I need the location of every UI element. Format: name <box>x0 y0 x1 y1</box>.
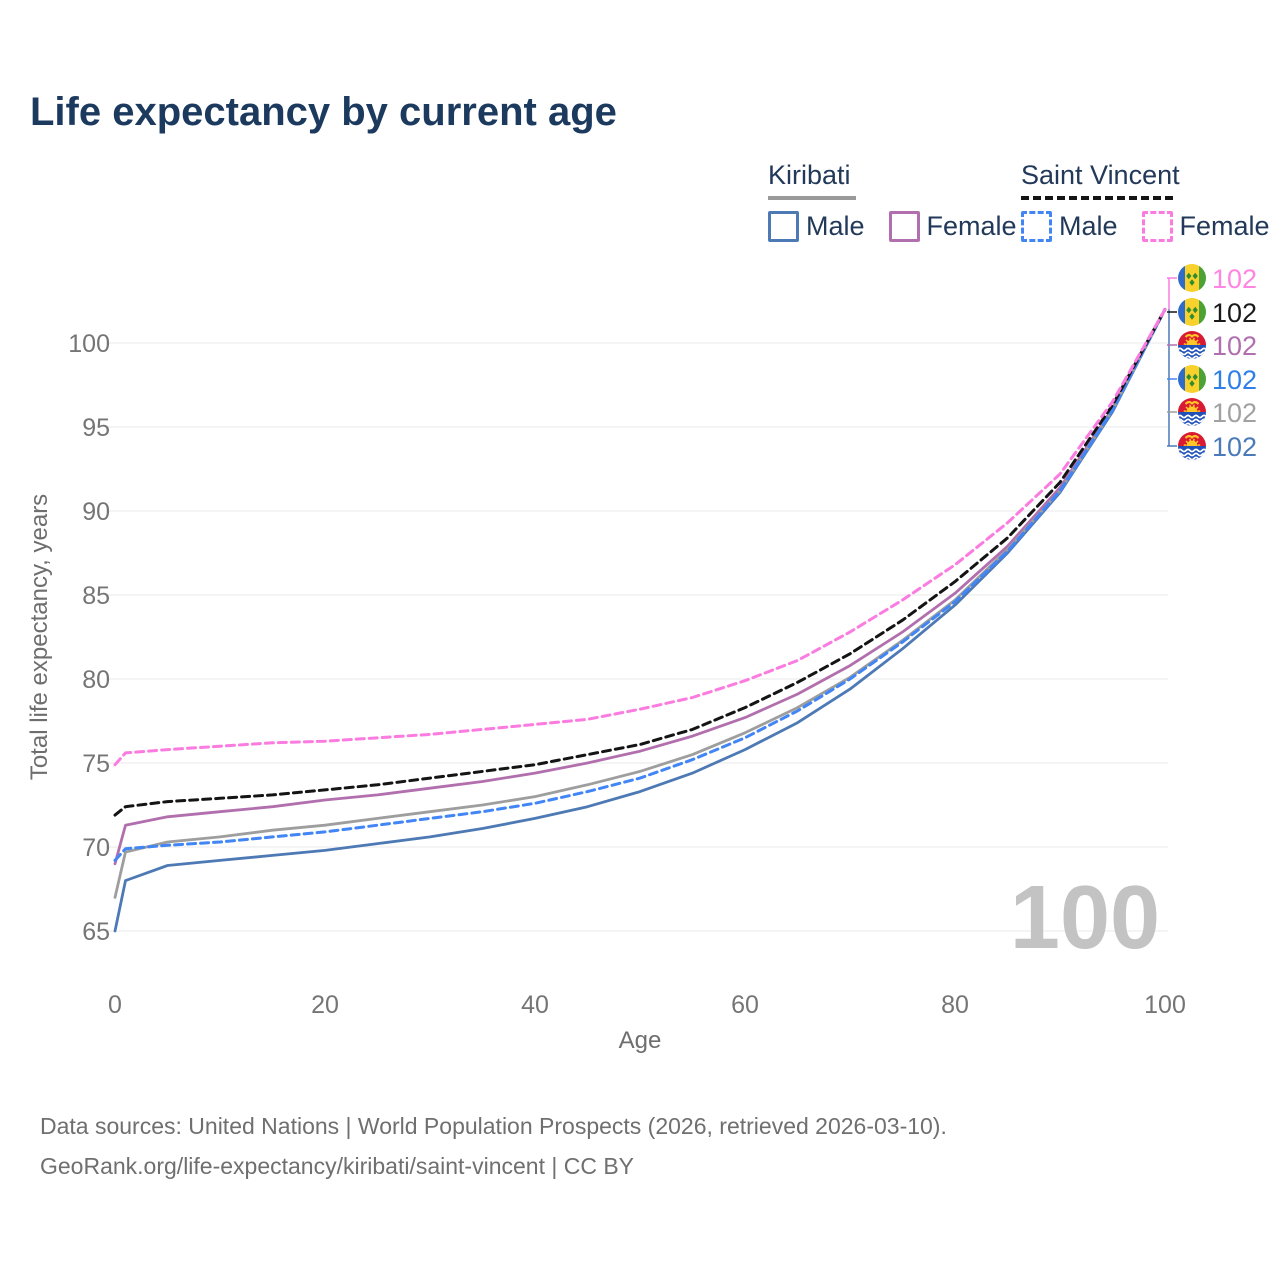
series-line-kiribati-male[interactable] <box>113 308 1167 933</box>
legend-swatch-kiribati-male[interactable] <box>768 211 799 242</box>
end-label-saint-vincent-male: 102 <box>1212 365 1257 395</box>
x-tick-label-20: 20 <box>311 991 339 1019</box>
end-label-kiribati-total: 102 <box>1212 398 1257 428</box>
end-label-saint-vincent-female: 102 <box>1212 264 1257 294</box>
x-tick-label-60: 60 <box>731 991 759 1019</box>
series-line-saint-vincent-female[interactable] <box>113 307 1167 767</box>
series-line-kiribati-female[interactable] <box>113 308 1167 866</box>
y-tick-label-90: 90 <box>82 498 110 526</box>
x-tick-label-80: 80 <box>941 991 969 1019</box>
legend-swatch-saint-vincent-male[interactable] <box>1021 211 1052 242</box>
x-tick-label-40: 40 <box>521 991 549 1019</box>
legend-group-kiribati: Kiribati Male Female <box>768 160 1041 242</box>
end-label-kiribati-male: 102 <box>1212 432 1257 462</box>
y-tick-label-65: 65 <box>82 918 110 946</box>
x-tick-label-100: 100 <box>1144 991 1186 1019</box>
legend-label-kiribati-female[interactable]: Female <box>926 211 1017 241</box>
footer: Data sources: United Nations | World Pop… <box>40 1106 947 1186</box>
end-label-kiribati-female: 102 <box>1212 331 1257 361</box>
legend-header-saint-vincent: Saint Vincent <box>1021 160 1180 190</box>
legend-label-kiribati-male[interactable]: Male <box>806 211 865 241</box>
footer-data-sources: Data sources: United Nations | World Pop… <box>40 1113 947 1139</box>
page-title: Life expectancy by current age <box>30 90 617 134</box>
legend-underline-saint-vincent <box>1021 196 1173 200</box>
series-line-saint-vincent-male[interactable] <box>113 307 1167 862</box>
kiribati-flag-icon <box>1178 432 1206 460</box>
legend-header-kiribati: Kiribati <box>768 160 851 190</box>
legend-label-saint-vincent-male[interactable]: Male <box>1059 211 1118 241</box>
footer-attribution-url: GeoRank.org/life-expectancy/kiribati/sai… <box>40 1153 635 1179</box>
y-tick-label-100: 100 <box>68 330 110 358</box>
end-label-saint-vincent-total: 102 <box>1212 298 1257 328</box>
hover-age-watermark: 100 <box>1010 868 1160 968</box>
saint-vincent-flag-icon <box>1178 264 1206 292</box>
legend-swatch-saint-vincent-female[interactable] <box>1141 211 1173 242</box>
saint-vincent-flag-icon <box>1178 365 1206 393</box>
legend-swatch-kiribati-female[interactable] <box>888 211 920 242</box>
y-tick-label-75: 75 <box>82 750 110 778</box>
kiribati-flag-icon <box>1178 331 1206 359</box>
legend-underline-kiribati <box>768 196 856 200</box>
x-tick-label-0: 0 <box>108 991 122 1019</box>
saint-vincent-flag-icon <box>1178 298 1206 326</box>
y-tick-label-95: 95 <box>82 414 110 442</box>
y-tick-label-70: 70 <box>82 834 110 862</box>
series-line-kiribati-total[interactable] <box>113 308 1167 899</box>
x-axis-title: Age <box>619 1027 662 1054</box>
series-line-saint-vincent-total[interactable] <box>113 307 1167 817</box>
legend-group-saint-vincent: Saint Vincent Male Female <box>1021 160 1280 242</box>
legend-label-saint-vincent-female[interactable]: Female <box>1179 211 1270 241</box>
y-tick-label-80: 80 <box>82 666 110 694</box>
kiribati-flag-icon <box>1178 398 1206 426</box>
y-tick-label-85: 85 <box>82 582 110 610</box>
y-axis-title: Total life expectancy, years <box>26 494 53 780</box>
